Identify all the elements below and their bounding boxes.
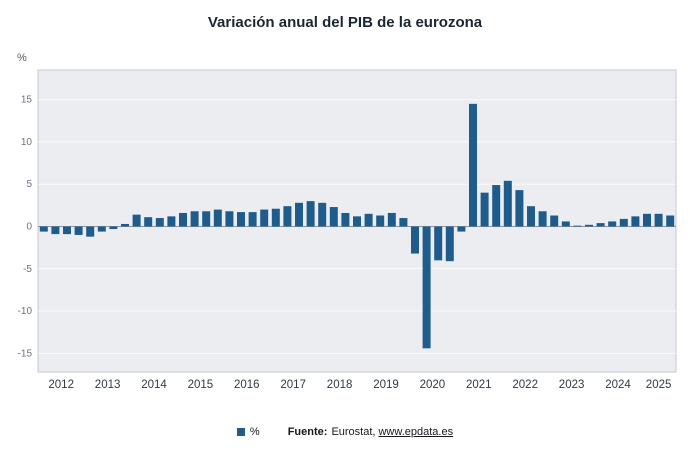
bar: [260, 209, 269, 227]
bar: [167, 216, 176, 227]
y-tick-label: 0: [26, 221, 32, 232]
bar: [248, 212, 257, 227]
bar: [202, 211, 211, 227]
x-year-label: 2024: [605, 379, 631, 391]
bar: [364, 213, 373, 227]
bar: [527, 206, 535, 227]
bar: [469, 103, 477, 227]
source-link[interactable]: www.epdata.es: [378, 426, 454, 438]
x-year-label: 2025: [646, 379, 672, 391]
y-tick-label: -10: [18, 306, 33, 317]
bar: [329, 207, 338, 227]
bar: [74, 226, 83, 235]
x-year-label: 2012: [48, 379, 74, 391]
x-year-label: 2016: [234, 379, 260, 391]
bar: [121, 223, 129, 227]
bar: [550, 215, 559, 227]
bar: [155, 218, 164, 227]
source-text: Eurostat,: [331, 426, 376, 438]
bar: [411, 226, 419, 254]
bar: [132, 214, 141, 227]
bar: [596, 223, 605, 227]
bar: [271, 208, 280, 227]
x-year-label: 2017: [280, 379, 306, 391]
bar: [654, 213, 663, 227]
bar: [109, 226, 118, 230]
bar: [318, 202, 327, 227]
bar: [63, 226, 71, 235]
bar: [643, 213, 651, 227]
x-year-label: 2020: [420, 379, 446, 391]
bar: [86, 226, 95, 237]
bar: [387, 212, 396, 227]
x-year-label: 2018: [327, 379, 353, 391]
bar: [399, 218, 408, 227]
bar: [445, 226, 454, 262]
source-label: Fuente:: [287, 426, 328, 438]
bar: [631, 216, 640, 227]
bar: [237, 212, 245, 227]
bar: [608, 221, 617, 227]
bar: [376, 215, 385, 227]
bar: [561, 221, 570, 227]
bar: [97, 226, 106, 232]
y-tick-label: 15: [21, 95, 33, 106]
x-year-label: 2015: [188, 379, 214, 391]
x-year-label: 2023: [559, 379, 585, 391]
legend-color-swatch: [236, 428, 245, 436]
bar: [585, 224, 593, 227]
x-year-label: 2022: [512, 379, 538, 391]
bar: [341, 212, 350, 227]
chart-legend: % Fuente: Eurostat, www.epdata.es: [0, 426, 690, 438]
bar: [573, 225, 582, 227]
bar: [306, 201, 315, 227]
bar: [480, 192, 489, 227]
bar: [503, 180, 512, 227]
bar: [179, 212, 187, 227]
bar: [295, 202, 303, 227]
x-year-label: 2013: [95, 379, 121, 391]
y-tick-label: 10: [21, 137, 33, 148]
bar: [353, 216, 361, 227]
y-axis-unit-label: %: [17, 52, 27, 64]
bar: [51, 226, 60, 235]
x-year-label: 2014: [141, 379, 167, 391]
bar: [422, 226, 431, 349]
bar: [538, 211, 547, 227]
y-tick-label: -15: [18, 348, 33, 359]
bar: [39, 226, 48, 232]
bar: [515, 190, 524, 227]
bar: [225, 211, 234, 227]
bar: [619, 218, 628, 227]
bar: [283, 206, 292, 227]
chart-title: Variación anual del PIB de la eurozona: [207, 14, 483, 31]
bar: [457, 226, 466, 232]
legend-series-label: %: [249, 426, 260, 438]
bar: [434, 226, 443, 261]
bar: [213, 209, 222, 227]
bar: [492, 185, 501, 227]
bar: [666, 215, 675, 227]
bar: [144, 217, 153, 227]
x-year-label: 2019: [373, 379, 399, 391]
y-tick-label: -5: [23, 264, 32, 275]
gdp-bar-chart: 15 10 5 0 -5 -10 -15 2012 2013 2014 2015 2016 2017 20…: [18, 69, 677, 391]
bar: [190, 211, 199, 227]
x-year-label: 2021: [466, 379, 492, 391]
y-tick-label: 5: [26, 179, 32, 190]
